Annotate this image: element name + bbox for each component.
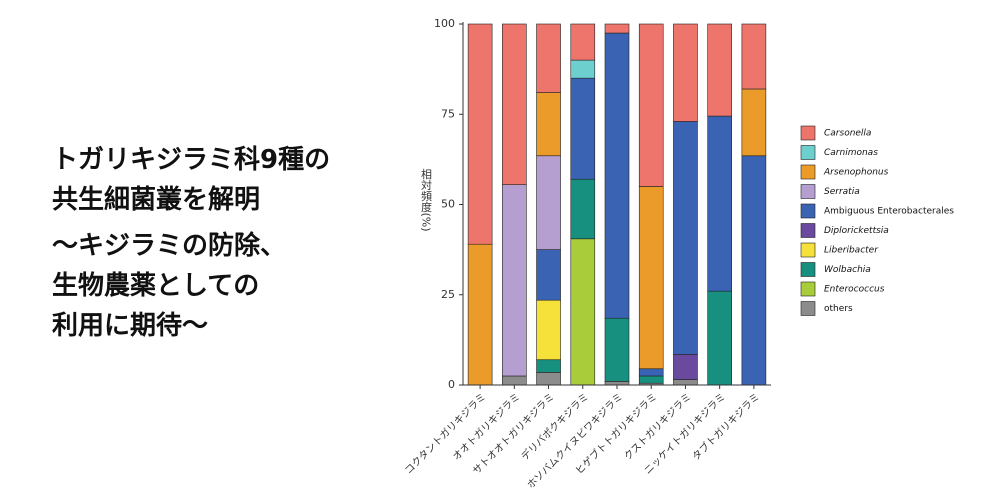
bar-segment — [604, 317, 630, 382]
bar-segment — [741, 155, 767, 386]
bar-segment — [673, 354, 698, 380]
y-tick-label: 50 — [441, 198, 455, 211]
bar-segment — [570, 178, 596, 240]
bar-segment — [638, 23, 664, 187]
bar-segment — [673, 23, 698, 122]
legend-swatch — [800, 125, 816, 141]
legend-swatch — [800, 301, 816, 316]
headline-line: 利用に期待～ — [52, 311, 209, 341]
bar-segment — [536, 299, 561, 361]
bar-segment — [570, 23, 596, 61]
bar-segment — [673, 379, 698, 386]
headline: トガリキジラミ科9種の 共生細菌叢を解明 ～キジラミの防除、 生物農薬としての 利用に期… — [52, 140, 330, 346]
bar-segment — [707, 290, 732, 386]
legend-label: Wolbachia — [824, 265, 871, 275]
legend-label: Carsonella — [824, 129, 871, 139]
x-tick-label: クストガリキジラミ — [622, 391, 694, 463]
bar-segment — [570, 59, 596, 79]
legend-swatch — [800, 203, 816, 219]
y-axis-label: 相対頻度(%) — [420, 168, 433, 231]
bar-segment — [638, 368, 664, 377]
y-tick-label: 0 — [448, 378, 455, 391]
legend-swatch — [800, 281, 816, 297]
headline-line: トガリキジラミ科9種の — [52, 145, 331, 175]
y-tick-label: 75 — [441, 107, 455, 120]
bar-segment — [638, 375, 664, 384]
bar-segment — [570, 77, 596, 180]
bar-segment — [741, 88, 767, 157]
bar-segment — [536, 249, 561, 301]
bar-segment — [536, 359, 561, 373]
headline-line: 生物農薬としての — [52, 271, 260, 301]
legend-swatch — [800, 145, 816, 160]
legend-label: Carnimonas — [824, 148, 878, 158]
bar-segment — [604, 23, 630, 34]
bar-segment — [741, 23, 767, 90]
legend-label: Diplorickettsia — [824, 226, 889, 236]
legend-swatch — [800, 242, 816, 258]
bar-segment — [502, 184, 527, 377]
legend-swatch — [800, 223, 816, 238]
bar-segment — [673, 121, 698, 355]
bar-segment — [536, 155, 561, 250]
bar-segment — [467, 23, 493, 245]
legend-label: others — [824, 304, 853, 314]
legend-label: Serratia — [824, 187, 860, 197]
bar-segment — [570, 238, 596, 386]
bar-segment — [638, 186, 664, 370]
legend-label: Arsenophonus — [823, 168, 889, 178]
legend-swatch — [800, 164, 816, 180]
x-tick-label: オオトガリキジラミ — [450, 391, 522, 463]
y-tick-label: 100 — [434, 17, 455, 30]
bar-segment — [536, 23, 561, 93]
bar-segment — [502, 23, 527, 185]
legend-label: Enterococcus — [824, 285, 885, 295]
bar-segment — [502, 375, 527, 386]
legend-swatch — [800, 262, 816, 277]
bar-segment — [536, 92, 561, 157]
y-tick-label: 25 — [441, 288, 455, 301]
headline-line: 共生細菌叢を解明 — [52, 185, 261, 215]
bar-segment — [536, 372, 561, 386]
bar-segment — [707, 23, 732, 117]
bar-segment — [604, 381, 630, 386]
bar-segment — [604, 32, 630, 319]
bar-segment — [707, 115, 732, 292]
legend-label: Liberibacter — [824, 246, 879, 256]
headline-line: ～キジラミの防除、 — [52, 231, 287, 261]
legend-swatch — [800, 184, 816, 199]
bar-segment — [467, 243, 493, 386]
legend-label: Ambiguous Enterobacterales — [824, 207, 954, 217]
